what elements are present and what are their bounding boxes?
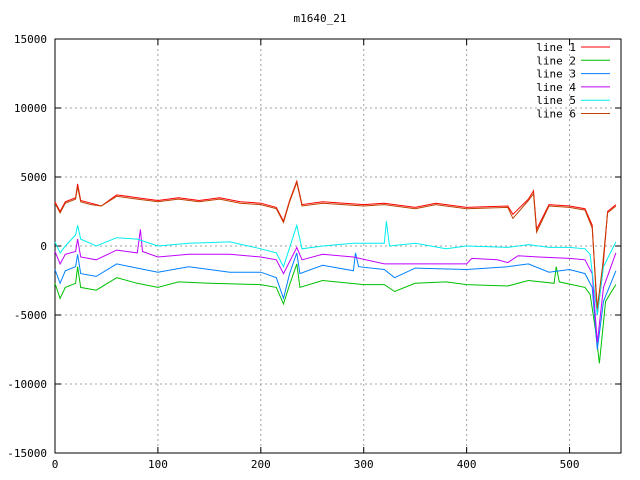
y-tick-label: 5000 <box>21 171 48 184</box>
series-line-2 <box>54 263 617 364</box>
x-tick-label: 400 <box>457 458 477 471</box>
y-tick-label: 10000 <box>14 102 47 115</box>
series-line-4 <box>54 229 617 343</box>
y-tick-label: 15000 <box>14 33 47 46</box>
series-line-3 <box>54 252 617 350</box>
x-tick-label: 200 <box>251 458 271 471</box>
plot-border <box>54 38 622 454</box>
legend-label: line 4 <box>536 81 576 94</box>
y-tick-label: -10000 <box>7 378 47 391</box>
y-tick-label: -5000 <box>14 309 47 322</box>
series-group <box>54 179 617 364</box>
legend-label: line 3 <box>536 68 576 81</box>
legend-label: line 2 <box>536 54 576 67</box>
x-tick-label: 100 <box>148 458 168 471</box>
x-tick-label: 0 <box>52 458 59 471</box>
series-line-5 <box>54 221 617 316</box>
x-tick-label: 500 <box>560 458 580 471</box>
y-tick-label: 0 <box>40 240 47 253</box>
chart-title: m1640_21 <box>294 12 347 25</box>
series-line-6 <box>54 180 617 309</box>
y-tick-label: -15000 <box>7 447 47 460</box>
legend-label: line 5 <box>536 94 576 107</box>
axes: 0 100 200 300 400 500 15000 10000 5000 0 -5000 -100… <box>7 33 622 471</box>
legend-label: line 6 <box>536 108 576 121</box>
x-tick-label: 300 <box>354 458 374 471</box>
legend-label: line 1 <box>536 41 576 54</box>
series-line-1 <box>54 179 617 316</box>
